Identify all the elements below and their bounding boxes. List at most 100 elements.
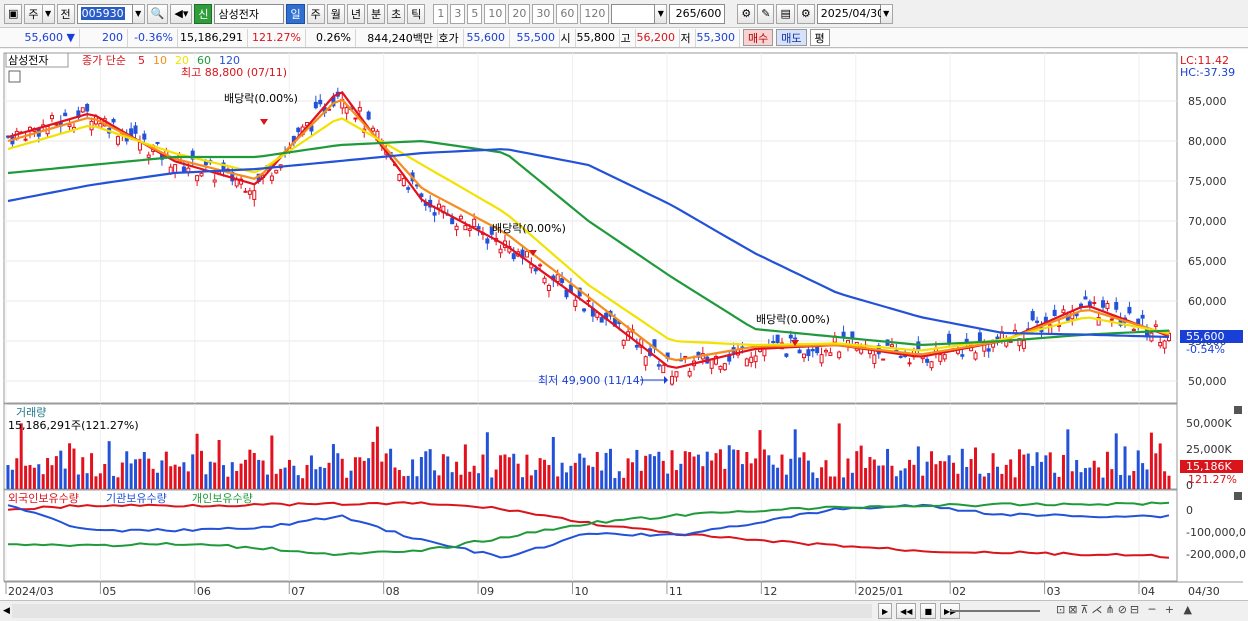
volume-bar <box>547 465 551 489</box>
sell-button[interactable]: 매도 <box>776 29 807 46</box>
interval-button-2[interactable]: 월 <box>326 3 345 24</box>
quote-row: 55,600 ▼ 200 -0.36% 15,186,291 121.27% 0… <box>0 28 1248 48</box>
volume-bar <box>156 472 160 489</box>
stock-chart[interactable]: 85,00080,00075,00070,00065,00060,00055,0… <box>0 49 1248 600</box>
chevron-down-icon[interactable]: ▼ <box>655 3 668 24</box>
volume-bar <box>178 466 182 489</box>
panel-close-icon[interactable] <box>1234 492 1242 500</box>
candle-body <box>533 268 538 272</box>
candle-body <box>366 111 371 120</box>
current-volume-pct: 121.27% <box>1188 473 1237 486</box>
candle-body <box>889 344 894 348</box>
candle-body <box>815 345 820 354</box>
candle-body <box>450 217 455 225</box>
minute-button-30[interactable]: 30 <box>532 3 555 24</box>
volume-bar <box>740 464 744 489</box>
bid-price: 55,500 <box>510 28 560 47</box>
drawing-tools[interactable]: ⊡⊠⊼⋌⋔⊘⊟ ─ + ▲ <box>1056 603 1195 616</box>
interval-button-0[interactable]: 일 <box>286 3 305 24</box>
chart-scroll-bar[interactable]: ◀ ▶ ◀◀ ■ ▶▶ ⊡⊠⊼⋌⋔⊘⊟ ─ + ▲ <box>0 600 1248 621</box>
volume-bar <box>1079 472 1083 489</box>
volume-bar <box>367 458 371 489</box>
gear-icon[interactable]: ⚙ <box>796 3 815 24</box>
count-input[interactable]: 265/600 <box>669 3 726 24</box>
minute-button-10[interactable]: 10 <box>484 3 507 24</box>
interval-button-6[interactable]: 틱 <box>407 3 426 24</box>
candle-body <box>872 354 877 364</box>
draw-icon[interactable]: ✎ <box>757 3 775 24</box>
candle-body <box>357 107 362 112</box>
chevron-down-icon[interactable]: ▼ <box>132 3 145 24</box>
zoom-slider[interactable] <box>950 610 1040 612</box>
volume-bar <box>72 448 76 489</box>
high-label: 고 <box>620 28 636 47</box>
volume-bar <box>301 478 305 489</box>
volume-bar <box>925 461 929 489</box>
search-icon[interactable]: 🔍 <box>146 3 169 24</box>
volume-bar <box>239 463 243 489</box>
candle-body <box>753 355 758 363</box>
minute-button-120[interactable]: 120 <box>580 3 610 24</box>
stop-icon[interactable]: ■ <box>920 603 937 619</box>
stock-code-input[interactable]: 005930 <box>76 3 133 24</box>
minute-button-5[interactable]: 5 <box>467 3 483 24</box>
minute-button-1[interactable]: 1 <box>433 3 449 24</box>
date-input[interactable]: 2025/04/30 <box>816 3 884 24</box>
volume-bar <box>1017 449 1021 489</box>
x-tick-label: 11 <box>669 585 683 598</box>
save-icon[interactable]: ▤ <box>776 3 795 24</box>
volume-bar <box>758 430 762 489</box>
candle-body <box>898 355 903 358</box>
buy-button[interactable]: 매수 <box>743 29 774 46</box>
average-button[interactable]: 평 <box>809 29 830 46</box>
candle-body <box>190 150 195 160</box>
calendar-dropdown-icon[interactable]: ▼ <box>880 3 893 24</box>
interval-button-5[interactable]: 초 <box>387 3 406 24</box>
interval-button-1[interactable]: 주 <box>306 3 325 24</box>
x-tick-label: 09 <box>480 585 494 598</box>
volume-bar <box>811 472 815 489</box>
candle-body <box>1127 306 1132 314</box>
volume-bar <box>806 460 810 489</box>
volume-bar <box>864 467 868 489</box>
volume-bar <box>32 467 36 489</box>
candle-body <box>1140 314 1145 319</box>
custom-interval-input[interactable] <box>611 3 656 24</box>
volume-bar <box>116 477 120 489</box>
candle-body <box>582 308 587 312</box>
candle-body <box>850 331 855 339</box>
play-icon[interactable]: ▶ <box>878 603 893 619</box>
name-tag-box[interactable] <box>5 52 69 68</box>
volume-bar <box>833 476 837 489</box>
scroll-left-icon[interactable]: ◀ <box>3 606 10 616</box>
volume-bar <box>644 455 648 489</box>
mode-button[interactable]: 전 <box>56 3 75 24</box>
holding-line-2 <box>7 501 1170 557</box>
grid-icon[interactable] <box>8 70 21 83</box>
settings-icon[interactable]: ⚙ <box>737 3 756 24</box>
period-select[interactable]: 주 <box>24 3 43 24</box>
volume-bar <box>551 437 555 489</box>
volume-bar <box>1066 429 1070 489</box>
x-tick-label: 04 <box>1141 585 1155 598</box>
candle-body <box>1162 340 1167 349</box>
price-tick-label: 65,000 <box>1188 255 1227 268</box>
minute-button-3[interactable]: 3 <box>450 3 466 24</box>
minute-button-60[interactable]: 60 <box>556 3 579 24</box>
volume-bar <box>591 466 595 489</box>
chevron-down-icon[interactable]: ▼ <box>42 3 55 24</box>
price-tick-label: 50,000 <box>1188 375 1227 388</box>
window-icon[interactable]: ▣ <box>4 3 23 24</box>
speaker-icon[interactable]: ◀▾ <box>170 3 193 24</box>
minute-button-20[interactable]: 20 <box>508 3 531 24</box>
scroll-track[interactable] <box>12 604 872 618</box>
volume-bar <box>265 474 269 489</box>
volume-bar <box>54 456 58 489</box>
rewind-icon[interactable]: ◀◀ <box>896 603 917 619</box>
volume-bar <box>630 462 634 489</box>
interval-button-3[interactable]: 년 <box>346 3 365 24</box>
candle-body <box>1021 340 1026 349</box>
panel-close-icon[interactable] <box>1234 406 1242 414</box>
volume-bar <box>384 453 388 489</box>
interval-button-4[interactable]: 분 <box>366 3 386 24</box>
